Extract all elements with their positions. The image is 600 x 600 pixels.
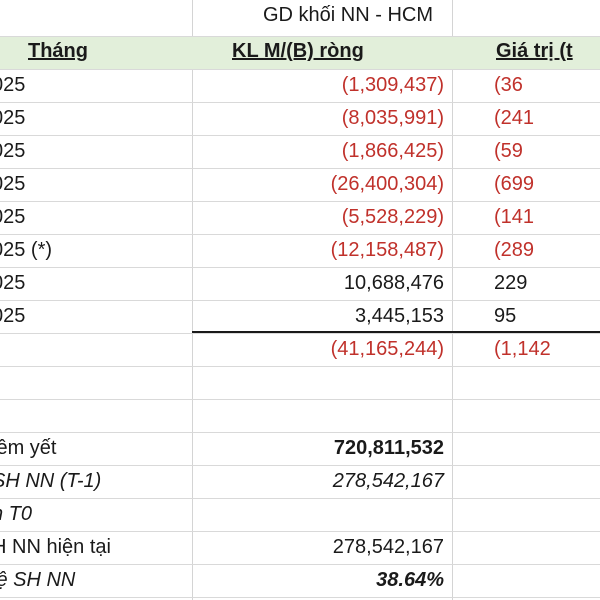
summary-label: iêm yết [0,437,57,459]
grid-line [0,135,600,136]
total-kl: (41,165,244) [330,338,444,360]
grid-line [0,300,600,301]
grid-line [0,399,600,400]
month-cell: 025 [0,140,26,162]
kl-cell: 10,688,476 [343,272,444,294]
summary-label: lệ SH NN [0,569,76,591]
summary-row[interactable]: lệ SH NN 38.64% [0,564,600,597]
summary-value: 278,542,167 [332,536,444,558]
kl-cell: (1,866,425) [341,140,444,162]
table-row[interactable]: 025 3,445,153 95 [0,300,600,333]
header-gt[interactable]: Giá trị (t [496,40,573,62]
kl-cell: (1,309,437) [341,74,444,96]
month-cell: 025 [0,272,26,294]
table-row[interactable]: 025 (8,035,991) (241 [0,102,600,135]
total-border [192,331,600,333]
grid-line [0,69,600,70]
kl-cell: (12,158,487) [330,239,444,261]
summary-row[interactable]: iêm yết 720,811,532 [0,432,600,465]
month-cell: 025 [0,74,26,96]
gt-cell: (241 [494,107,535,129]
month-cell: 025 [0,206,26,228]
summary-value: 720,811,532 [333,437,444,459]
grid-line [0,597,600,598]
gt-cell: 229 [494,272,528,294]
grid-line [0,36,600,37]
sheet-title: GD khối NN - HCM [263,4,434,26]
month-cell: 025 [0,107,26,129]
grid-line [0,201,600,202]
month-cell: 025 (*) [0,239,53,261]
summary-value: 278,542,167 [332,470,444,492]
table-row[interactable]: 025 10,688,476 229 [0,267,600,300]
total-gt: (1,142 [494,338,551,360]
gt-cell: (36 [494,74,523,96]
grid-line [0,102,600,103]
kl-cell: (8,035,991) [341,107,444,129]
grid-line [0,366,600,367]
summary-label: SH NN (T-1) [0,470,102,492]
grid-line [0,531,600,532]
grid-line [0,432,600,433]
header-band [0,36,600,69]
kl-cell: (26,400,304) [330,173,444,195]
table-row[interactable]: 025 (1,309,437) (36 [0,69,600,102]
table-row[interactable]: 025 (26,400,304) (699 [0,168,600,201]
grid-line [0,168,600,169]
table-row[interactable]: 025 (5,528,229) (141 [0,201,600,234]
total-row[interactable]: (41,165,244) (1,142 [0,333,600,366]
summary-value: 38.64% [376,569,444,591]
gt-cell: (59 [494,140,523,162]
table-row[interactable]: 025 (*) (12,158,487) (289 [0,234,600,267]
gt-cell: 95 [494,305,517,327]
grid-line [0,234,600,235]
summary-label: H NN hiện tại [0,536,111,558]
month-cell: 025 [0,305,26,327]
grid-line [0,564,600,565]
summary-row[interactable]: H NN hiện tại 278,542,167 [0,531,600,564]
gt-cell: (289 [494,239,535,261]
header-month[interactable]: Tháng [28,40,88,62]
summary-row[interactable]: SH NN (T-1) 278,542,167 [0,465,600,498]
gt-cell: (699 [494,173,535,195]
grid-line [0,465,600,466]
summary-label: n T0 [0,503,33,525]
grid-line [0,267,600,268]
grid-line [0,333,600,334]
kl-cell: 3,445,153 [355,305,444,327]
header-kl[interactable]: KL M/(B) ròng [232,40,364,62]
gt-cell: (141 [494,206,535,228]
kl-cell: (5,528,229) [341,206,444,228]
summary-row[interactable]: n T0 [0,498,600,531]
grid-line [0,498,600,499]
table-row[interactable]: 025 (1,866,425) (59 [0,135,600,168]
month-cell: 025 [0,173,26,195]
